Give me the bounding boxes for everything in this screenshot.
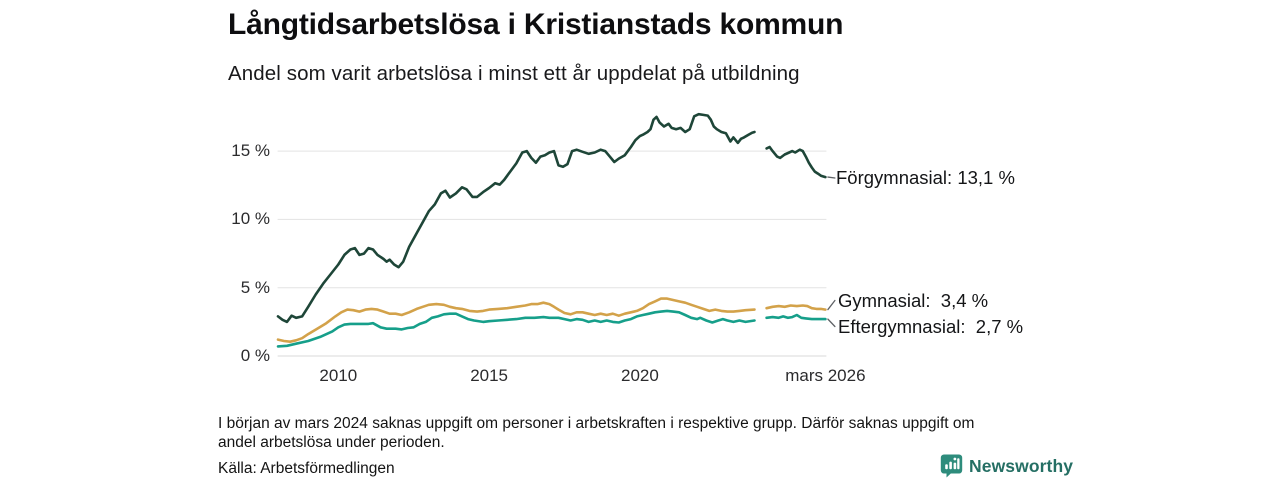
- footnote-line-2: andel arbetslösa under perioden.: [218, 434, 445, 451]
- series-line-gymnasial: [276, 297, 756, 344]
- footnote-line-1: I början av mars 2024 saknas uppgift om …: [218, 415, 975, 432]
- series-label-eftergymnasial: Eftergymnasial: 2,7 %: [838, 316, 1024, 337]
- x-tick-label-mars-2026: mars 2026: [785, 366, 866, 385]
- series-line-forgymnasial: [276, 112, 756, 324]
- label-connector-forgymnasial: [827, 176, 836, 179]
- footnote: I början av mars 2024 saknas uppgift om …: [218, 414, 974, 452]
- newsworthy-bar-chart-pin-icon: [940, 454, 963, 478]
- x-tick-label-2020: 2020: [620, 366, 659, 385]
- newsworthy-wordmark: Newsworthy: [969, 455, 1074, 476]
- newsworthy-logo: Newsworthy: [940, 454, 1073, 478]
- series-line-forgymnasial: [765, 145, 827, 179]
- series-label-forgymnasial: Förgymnasial: 13,1 %: [836, 167, 1015, 188]
- x-tick-label-2010: 2010: [319, 366, 358, 385]
- label-connector-eftergymnasial: [827, 318, 836, 328]
- x-tick-label-2015: 2015: [470, 366, 509, 385]
- y-tick-label-0: 0 %: [240, 346, 270, 365]
- series-label-gymnasial: Gymnasial: 3,4 %: [838, 290, 989, 311]
- chart-title: Långtidsarbetslösa i Kristianstads kommu…: [228, 8, 844, 41]
- source-label: Källa: Arbetsförmedlingen: [218, 460, 395, 477]
- series-line-gymnasial: [765, 304, 827, 311]
- label-connector-gymnasial: [827, 299, 836, 311]
- y-tick-label-10: 10 %: [231, 209, 270, 229]
- y-tick-label-5: 5 %: [240, 277, 270, 297]
- series-line-eftergymnasial: [276, 309, 756, 348]
- y-tick-label-15: 15 %: [231, 141, 270, 161]
- series-line-eftergymnasial: [765, 313, 827, 321]
- chart-subtitle: Andel som varit arbetslösa i minst ett å…: [228, 62, 800, 85]
